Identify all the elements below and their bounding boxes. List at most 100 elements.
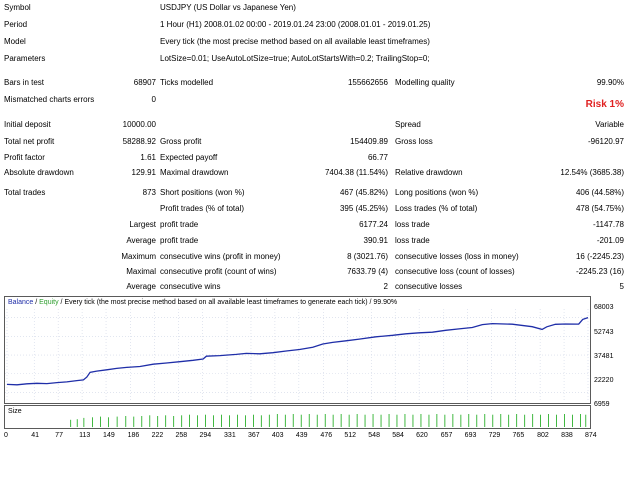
- risk-label: Risk 1%: [585, 99, 624, 110]
- size-bar: [284, 414, 286, 427]
- average-profit-label: profit trade: [160, 236, 199, 245]
- x-tick-label: 149: [103, 432, 115, 439]
- size-bar: [229, 415, 230, 427]
- x-tick-label: 258: [175, 432, 188, 439]
- size-bar: [83, 417, 85, 427]
- loss-trades-label: Loss trades (% of total): [395, 204, 478, 213]
- size-bar: [460, 414, 462, 427]
- max-drawdown-value: 7404.38 (11.54%): [324, 168, 388, 177]
- size-bar: [221, 414, 222, 427]
- size-bar: [452, 414, 454, 427]
- max-cons-losses-label: consecutive losses (loss in money): [395, 252, 519, 261]
- x-tick-label: 729: [488, 432, 501, 439]
- x-tick-label: 0: [4, 432, 8, 439]
- x-tick-label: 657: [440, 432, 453, 439]
- size-bar: [516, 414, 518, 427]
- size-bar: [436, 414, 438, 427]
- size-bar: [165, 415, 167, 427]
- size-bar: [205, 414, 206, 427]
- size-bar: [500, 414, 502, 427]
- average2-label: Average: [126, 282, 156, 291]
- rel-drawdown-value: 12.54% (3685.38): [560, 168, 624, 177]
- bars-label: Bars in test: [4, 78, 45, 87]
- size-bar: [372, 414, 374, 427]
- net-profit-value: 58288.92: [122, 137, 156, 146]
- max-cons-wins-label: consecutive wins (profit in money): [160, 252, 281, 261]
- size-bar: [348, 414, 350, 427]
- size-bar: [380, 414, 382, 427]
- short-positions-value: 467 (45.82%): [339, 188, 388, 197]
- size-bar: [324, 414, 326, 427]
- avg-cons-wins-label: consecutive wins: [160, 282, 221, 291]
- size-bar: [524, 414, 526, 427]
- legend-equity: Equity: [39, 299, 59, 306]
- gross-loss-label: Gross loss: [395, 137, 433, 146]
- total-trades-label: Total trades: [4, 188, 46, 197]
- x-tick-label: 620: [416, 432, 428, 439]
- x-tick-label: 403: [271, 432, 284, 439]
- size-bar: [508, 414, 510, 427]
- balance-plot: [5, 309, 590, 401]
- size-bar: [92, 417, 93, 428]
- profit-factor-value: 1.61: [140, 153, 156, 162]
- size-bar: [260, 415, 262, 427]
- maximal-cons-loss-value: -2245.23 (16): [575, 267, 624, 276]
- maximum-label: Maximum: [121, 252, 156, 261]
- avg-cons-losses-label: consecutive losses: [395, 282, 463, 291]
- size-bar: [308, 414, 310, 427]
- size-bar: [189, 414, 190, 427]
- spread-value: Variable: [595, 120, 624, 129]
- size-bar: [548, 414, 549, 427]
- size-bar: [484, 414, 486, 427]
- profit-trades-value: 395 (45.25%): [339, 204, 388, 213]
- size-bar: [404, 414, 406, 427]
- size-bar: [428, 414, 430, 427]
- size-bar: [245, 415, 246, 427]
- size-bar: [444, 414, 446, 427]
- x-tick-label: 294: [199, 432, 212, 439]
- expected-payoff-label: Expected payoff: [160, 153, 218, 162]
- avg-cons-wins-value: 2: [383, 282, 388, 291]
- average-loss-label: loss trade: [395, 236, 430, 245]
- ticks-label: Ticks modelled: [160, 78, 214, 87]
- x-tick-label: 222: [151, 432, 164, 439]
- size-bar: [292, 414, 294, 427]
- period-label: Period: [4, 20, 28, 29]
- legend-balance: Balance: [8, 299, 34, 306]
- legend-separator: /: [33, 299, 40, 306]
- abs-drawdown-label: Absolute drawdown: [4, 168, 74, 177]
- size-bar: [108, 417, 109, 428]
- symbol-label: Symbol: [4, 3, 31, 12]
- size-bar: [149, 415, 151, 427]
- size-bar: [332, 414, 334, 427]
- deposit-label: Initial deposit: [4, 120, 51, 129]
- parameters-value: LotSize=0.01; UseAutoLotSize=true; AutoL…: [160, 54, 430, 63]
- y-tick-label: 6959: [594, 401, 610, 408]
- mismatch-value: 0: [151, 95, 156, 104]
- profit-trades-label: Profit trades (% of total): [160, 204, 245, 213]
- quality-label: Modelling quality: [395, 78, 455, 87]
- loss-trades-value: 478 (54.75%): [575, 204, 624, 213]
- size-bar: [300, 414, 302, 427]
- size-plot: [70, 414, 587, 428]
- legend-description: / Every tick (the most precise method ba…: [58, 299, 398, 306]
- gross-profit-label: Gross profit: [160, 137, 202, 146]
- profit-factor-label: Profit factor: [4, 153, 45, 162]
- model-label: Model: [4, 37, 26, 46]
- size-bar: [585, 414, 587, 427]
- maximal-cons-profit-value: 7633.79 (4): [347, 267, 388, 276]
- y-tick-label: 37481: [594, 353, 614, 360]
- size-bar: [276, 414, 278, 427]
- size-bar: [364, 414, 366, 427]
- x-tick-label: 874: [585, 432, 597, 439]
- size-bar: [412, 414, 414, 427]
- ticks-value: 155662656: [347, 78, 388, 87]
- size-bar: [157, 416, 159, 427]
- x-tick-label: 693: [464, 432, 477, 439]
- x-tick-label: 41: [31, 432, 40, 439]
- y-tick-label: 22220: [594, 377, 614, 384]
- size-bar: [253, 414, 254, 427]
- expected-payoff-value: 66.77: [367, 153, 388, 162]
- parameters-label: Parameters: [4, 54, 46, 63]
- size-bar: [316, 414, 318, 427]
